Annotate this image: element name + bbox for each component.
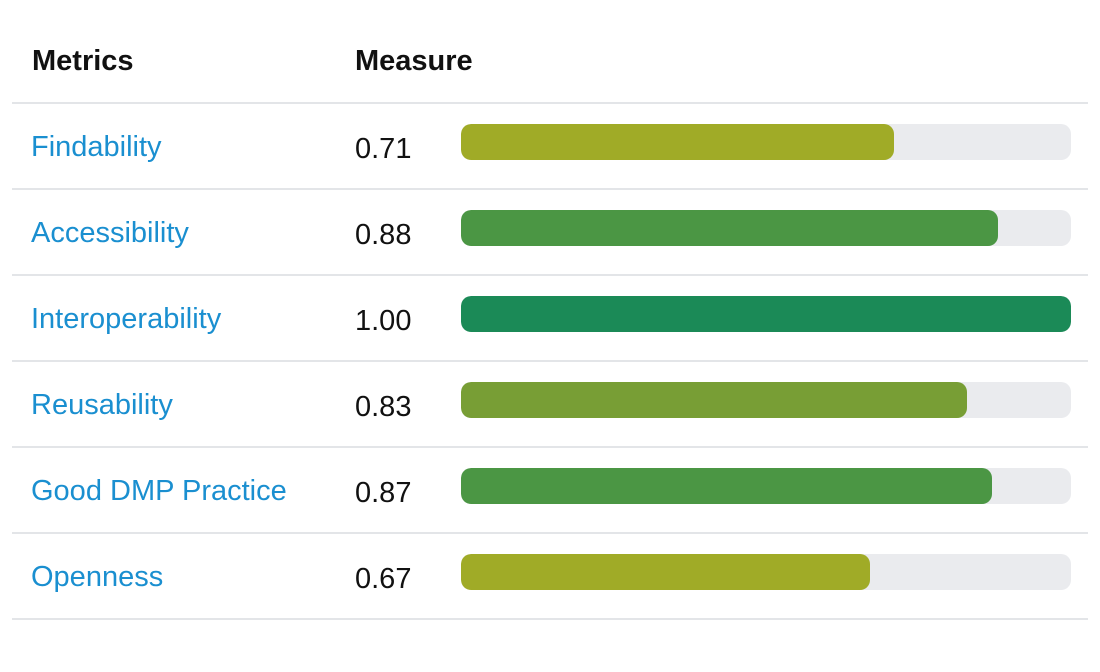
progress-bar-fill xyxy=(461,554,870,590)
metrics-column-header: Metrics xyxy=(32,45,134,77)
metric-link-findability[interactable]: Findability xyxy=(31,131,162,163)
table-row: Reusability 0.83 xyxy=(12,362,1088,448)
table-header: Metrics Measure xyxy=(12,0,1088,104)
metric-value: 0.83 xyxy=(355,391,412,423)
metric-value: 0.71 xyxy=(355,133,412,165)
table-row: Openness 0.67 xyxy=(12,534,1088,620)
metric-link-accessibility[interactable]: Accessibility xyxy=(31,217,189,249)
progress-bar-fill xyxy=(461,124,895,160)
progress-bar-track xyxy=(461,468,1071,504)
progress-bar-fill xyxy=(461,468,992,504)
progress-bar-fill xyxy=(461,296,1071,332)
table-row: Good DMP Practice 0.87 xyxy=(12,448,1088,534)
metric-link-openness[interactable]: Openness xyxy=(31,561,164,593)
table-row: Accessibility 0.88 xyxy=(12,190,1088,276)
progress-bar-track xyxy=(461,124,1071,160)
table-row: Findability 0.71 xyxy=(12,104,1088,190)
progress-bar-fill xyxy=(461,210,998,246)
progress-bar-track xyxy=(461,210,1071,246)
measure-column-header: Measure xyxy=(355,45,473,77)
metric-link-reusability[interactable]: Reusability xyxy=(31,389,173,421)
metric-link-good-dmp-practice[interactable]: Good DMP Practice xyxy=(31,475,287,507)
metric-value: 0.67 xyxy=(355,563,412,595)
progress-bar-track xyxy=(461,382,1071,418)
metric-value: 1.00 xyxy=(355,305,412,337)
progress-bar-fill xyxy=(461,382,968,418)
metric-value: 0.88 xyxy=(355,219,412,251)
table-row: Interoperability 1.00 xyxy=(12,276,1088,362)
progress-bar-track xyxy=(461,296,1071,332)
progress-bar-track xyxy=(461,554,1071,590)
metric-link-interoperability[interactable]: Interoperability xyxy=(31,303,222,335)
metrics-table: Metrics Measure Findability 0.71 Accessi… xyxy=(12,0,1088,620)
metric-value: 0.87 xyxy=(355,477,412,509)
